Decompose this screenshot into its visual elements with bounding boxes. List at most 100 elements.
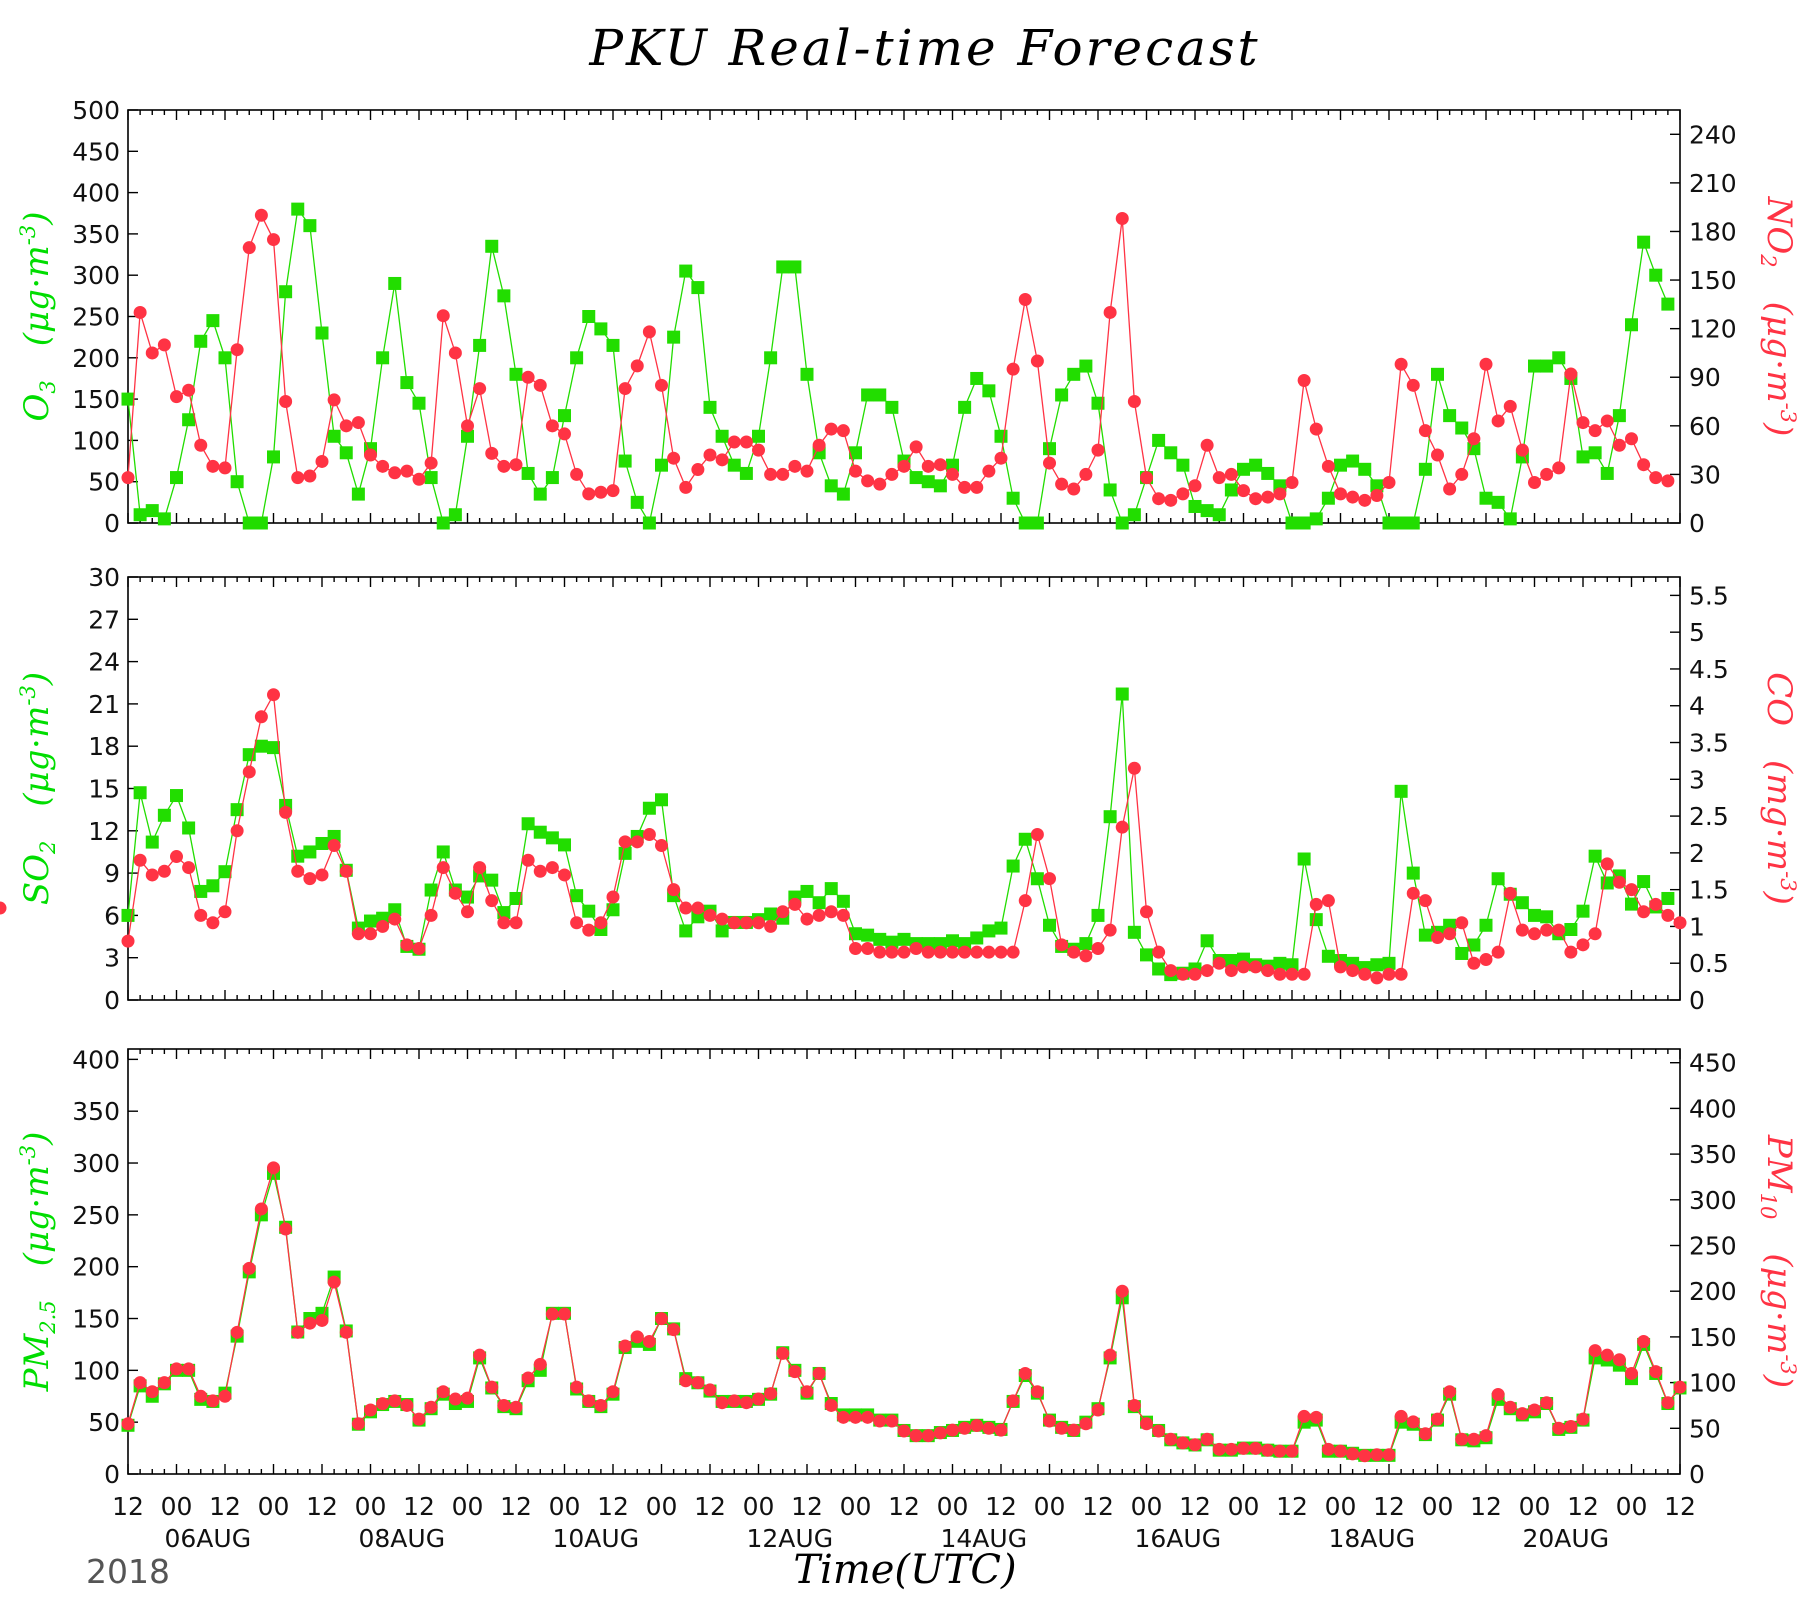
point-PM10: [897, 1424, 911, 1438]
point-O3: [1406, 516, 1420, 530]
point-CO: [376, 919, 390, 933]
point-O3: [1297, 516, 1311, 530]
point-NO2: [254, 208, 268, 222]
point-CO: [703, 908, 717, 922]
point-O3: [485, 239, 499, 253]
y-right-tick-label: 3.5: [1689, 729, 1729, 758]
point-NO2: [400, 464, 414, 478]
point-SO2: [970, 931, 984, 945]
point-CO: [315, 868, 329, 882]
point-NO2: [1443, 482, 1457, 496]
point-PM10: [739, 1396, 753, 1410]
point-O3: [1164, 446, 1178, 460]
point-PM10: [1588, 1344, 1602, 1358]
y-left-axis-label: O3 (μg⋅m-3): [16, 212, 60, 422]
point-SO2: [1127, 925, 1141, 939]
point-O3: [873, 388, 887, 402]
point-NO2: [1625, 432, 1638, 446]
point-CO: [1661, 908, 1675, 922]
point-SO2: [267, 741, 280, 755]
point-O3: [461, 429, 474, 443]
point-CO: [946, 945, 959, 959]
point-PM10: [1237, 1441, 1250, 1455]
point-PM10: [1443, 1385, 1457, 1399]
point-O3: [1661, 297, 1675, 311]
point-CO: [218, 905, 232, 919]
x-hour-label: 12: [1179, 1492, 1211, 1521]
point-CO: [1103, 923, 1117, 937]
point-CO: [1188, 967, 1202, 981]
point-NO2: [412, 472, 426, 486]
y-right-tick-label: 2.5: [1689, 802, 1729, 831]
point-CO: [170, 850, 183, 864]
point-NO2: [1273, 487, 1287, 501]
y-right-tick-label: 100: [1689, 1369, 1737, 1398]
point-PM10: [1394, 1409, 1408, 1423]
point-CO: [1637, 905, 1651, 919]
point-PM10: [1006, 1394, 1020, 1408]
point-NO2: [1637, 458, 1651, 472]
y-right-tick-label: 240: [1689, 120, 1737, 149]
point-SO2: [1528, 908, 1541, 922]
point-NO2: [582, 487, 596, 501]
point-O3: [533, 487, 547, 501]
point-PM10: [691, 1376, 705, 1390]
point-SO2: [1224, 954, 1238, 968]
point-O3: [606, 338, 620, 352]
x-hour-label: 00: [452, 1492, 484, 1521]
point-NO2: [1297, 373, 1311, 387]
point-O3: [582, 310, 596, 323]
point-PM10: [994, 1423, 1008, 1437]
point-SO2: [509, 891, 523, 905]
point-SO2: [1030, 872, 1044, 886]
point-O3: [351, 487, 365, 501]
point-CO: [497, 916, 511, 930]
point-PM10: [1467, 1432, 1481, 1446]
point-SO2: [1140, 948, 1153, 962]
y-left-tick-label: 250: [72, 1201, 120, 1230]
point-SO2: [812, 896, 826, 910]
point-PM10: [509, 1400, 523, 1414]
y-left-tick-label: 3: [104, 944, 120, 973]
point-CO: [764, 919, 778, 933]
point-PM10: [800, 1385, 814, 1399]
point-NO2: [1588, 424, 1602, 438]
point-NO2: [739, 435, 753, 449]
point-NO2: [473, 382, 487, 396]
point-O3: [691, 281, 705, 295]
point-NO2: [1212, 471, 1226, 485]
point-NO2: [727, 435, 741, 449]
point-SO2: [1297, 852, 1311, 866]
year-label: 2018: [86, 1552, 170, 1591]
point-NO2: [1479, 357, 1493, 371]
point-O3: [1224, 483, 1238, 497]
point-SO2: [849, 927, 862, 941]
point-PM10: [1043, 1414, 1056, 1428]
point-NO2: [788, 459, 802, 473]
point-NO2: [1140, 471, 1153, 485]
point-CO: [1249, 960, 1263, 974]
point-O3: [1649, 268, 1663, 282]
point-SO2: [946, 934, 959, 948]
point-SO2: [1540, 910, 1554, 924]
point-PM10: [497, 1398, 511, 1412]
point-NO2: [206, 459, 220, 473]
x-hour-label: 12: [1373, 1492, 1405, 1521]
point-PM10: [145, 1385, 159, 1399]
point-SO2: [1564, 923, 1578, 936]
point-NO2: [1261, 490, 1275, 504]
point-O3: [230, 475, 244, 489]
point-SO2: [485, 873, 499, 887]
point-NO2: [909, 440, 923, 454]
point-NO2: [630, 359, 644, 373]
x-hour-label: 12: [403, 1492, 435, 1521]
point-NO2: [1406, 378, 1420, 392]
point-O3: [1576, 450, 1590, 464]
point-PM10: [1661, 1396, 1675, 1410]
point-NO2: [1528, 476, 1541, 490]
point-NO2: [558, 427, 571, 441]
point-CO: [1140, 905, 1153, 919]
point-SO2: [1115, 687, 1129, 701]
y-right-tick-label: 4: [1689, 692, 1705, 721]
point-O3: [182, 413, 196, 427]
